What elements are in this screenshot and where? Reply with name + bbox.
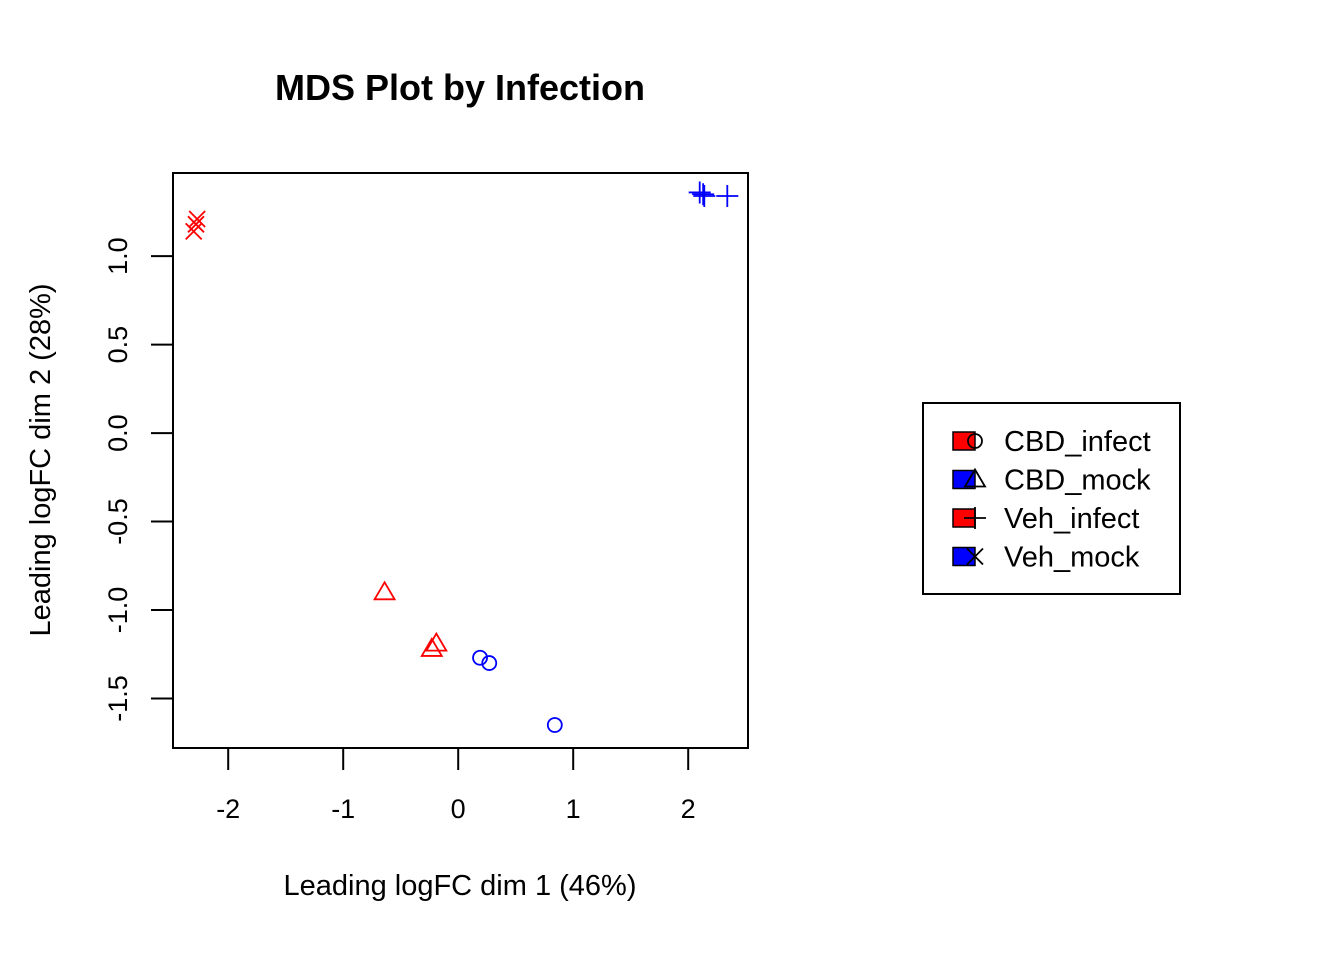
- y-axis-label: Leading logFC dim 2 (28%): [25, 283, 57, 636]
- legend: CBD_infect CBD_mock Veh_infect Veh_mock: [922, 402, 1181, 595]
- data-point-veh-infect: [716, 185, 739, 207]
- chart-title: MDS Plot by Infection: [275, 67, 645, 108]
- legend-label: Veh_infect: [1004, 503, 1139, 535]
- x-tick-label: -1: [331, 794, 355, 824]
- plot-frame: [172, 172, 749, 749]
- x-axis-label: Leading logFC dim 1 (46%): [283, 870, 636, 902]
- x-tick-label: 2: [681, 794, 696, 824]
- legend-label: Veh_mock: [1004, 542, 1140, 574]
- data-point-cbd-mock: [424, 631, 448, 652]
- y-tick-label: -1.0: [103, 587, 133, 634]
- data-point-veh-mock: [185, 222, 203, 241]
- y-tick-label: 0.5: [103, 326, 133, 364]
- data-points: [185, 181, 739, 733]
- y-tick-label: -0.5: [103, 498, 133, 545]
- x-axis: -2 -1 0 1 2: [216, 747, 696, 824]
- data-point-cbd-mock: [420, 637, 444, 657]
- legend-marker: [964, 507, 986, 529]
- y-axis: -1.5 -1.0 -0.5 0.0 0.5 1.0: [103, 237, 174, 722]
- y-tick-label: -1.5: [103, 675, 133, 722]
- x-tick-label: 0: [451, 794, 466, 824]
- y-tick-label: 1.0: [103, 237, 133, 275]
- y-tick-label: 0.0: [103, 414, 133, 452]
- legend-marker: [967, 433, 983, 449]
- data-point-veh-mock: [188, 210, 206, 228]
- data-point-veh-infect: [688, 181, 711, 204]
- data-point-cbd-infect: [481, 655, 498, 671]
- x-tick-label: -2: [216, 794, 240, 824]
- x-tick-label: 1: [566, 794, 581, 824]
- data-point-cbd-infect: [546, 717, 563, 733]
- data-point-veh-infect: [693, 185, 716, 207]
- legend-marker: [963, 467, 987, 488]
- legend-label: CBD_mock: [1004, 465, 1151, 497]
- legend-swatch: [952, 469, 976, 490]
- data-point-veh-mock: [187, 215, 205, 233]
- data-point-veh-infect: [692, 183, 715, 206]
- legend-swatch: [952, 546, 976, 567]
- data-point-cbd-mock: [373, 580, 397, 601]
- legend-marker: [966, 547, 984, 566]
- data-point-cbd-infect: [472, 649, 488, 666]
- legend-label: CBD_infect: [1004, 426, 1151, 458]
